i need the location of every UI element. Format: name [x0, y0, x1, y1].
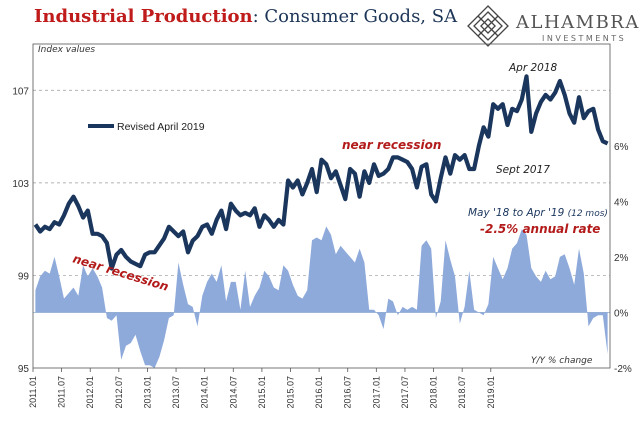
x-tick-label: 2018.01 [429, 376, 439, 409]
right-tick-label: -2% [614, 364, 632, 375]
x-tick-label: 2012.01 [85, 376, 95, 409]
x-tick-label: 2017.07 [400, 376, 410, 409]
axis-layer: 107 103 99 95 6% 4% 2% 0% -2% 2011.01 2011.07 2012.… [12, 43, 632, 409]
near-recession-annotation-2016: near recession [342, 138, 441, 152]
x-tick-label: 2013.07 [171, 376, 181, 409]
x-tick-label: 2011.07 [57, 376, 67, 408]
x-tick-label: 2012.07 [114, 376, 124, 409]
left-axis-label: Index values [38, 45, 95, 55]
chart-title: Industrial Production: Consumer Goods, S… [34, 6, 457, 27]
chart-title-part1: Industrial Production [34, 6, 253, 27]
apr-2018-label: Apr 2018 [508, 62, 558, 74]
right-tick-label: 2% [614, 253, 629, 264]
yoy-area-layer [33, 226, 610, 368]
x-tick-label: 2018.07 [457, 376, 467, 409]
left-tick-label: 95 [18, 364, 30, 375]
x-tick-label: 2013.01 [142, 376, 152, 409]
legend: Revised April 2019 [88, 121, 205, 133]
sept-2017-label: Sept 2017 [496, 164, 550, 176]
plot-frame [32, 43, 611, 369]
x-tick-label: 2014.07 [228, 376, 238, 409]
yoy-change-area [35, 226, 608, 368]
annual-rate-annotation: -2.5% annual rate [480, 222, 600, 236]
legend-label: Revised April 2019 [117, 121, 205, 133]
logo-tagline: INVESTMENTS [542, 34, 627, 43]
alhambra-diamond-icon [467, 5, 509, 47]
x-tick-label: 2019.01 [486, 376, 496, 409]
x-tick-label: 2016.01 [314, 376, 324, 409]
index-line [33, 74, 609, 271]
x-tick-label: 2016.07 [343, 376, 353, 409]
left-tick-label: 99 [18, 271, 30, 282]
chart-title-part2: : Consumer Goods, SA [252, 6, 458, 27]
left-tick-label: 107 [12, 86, 29, 97]
index-line-layer [33, 74, 609, 271]
brand-logo: ALHAMBRA INVESTMENTS [466, 4, 638, 48]
right-axis-label: Y/Y % change [531, 356, 593, 366]
left-tick-label: 103 [12, 179, 29, 190]
x-tick-label: 2017.01 [371, 376, 381, 409]
right-tick-label: 6% [614, 142, 629, 153]
logo-name: ALHAMBRA [516, 12, 640, 33]
right-tick-label: 4% [614, 197, 629, 208]
x-tick-label: 2014.01 [200, 376, 210, 409]
right-tick-label: 0% [614, 308, 629, 319]
period-annotation: May '18 to Apr '19 (12 mos) [468, 207, 608, 219]
x-tick-label: 2011.01 [28, 376, 38, 408]
x-tick-label: 2015.07 [286, 376, 296, 409]
x-tick-label: 2015.01 [257, 376, 267, 409]
